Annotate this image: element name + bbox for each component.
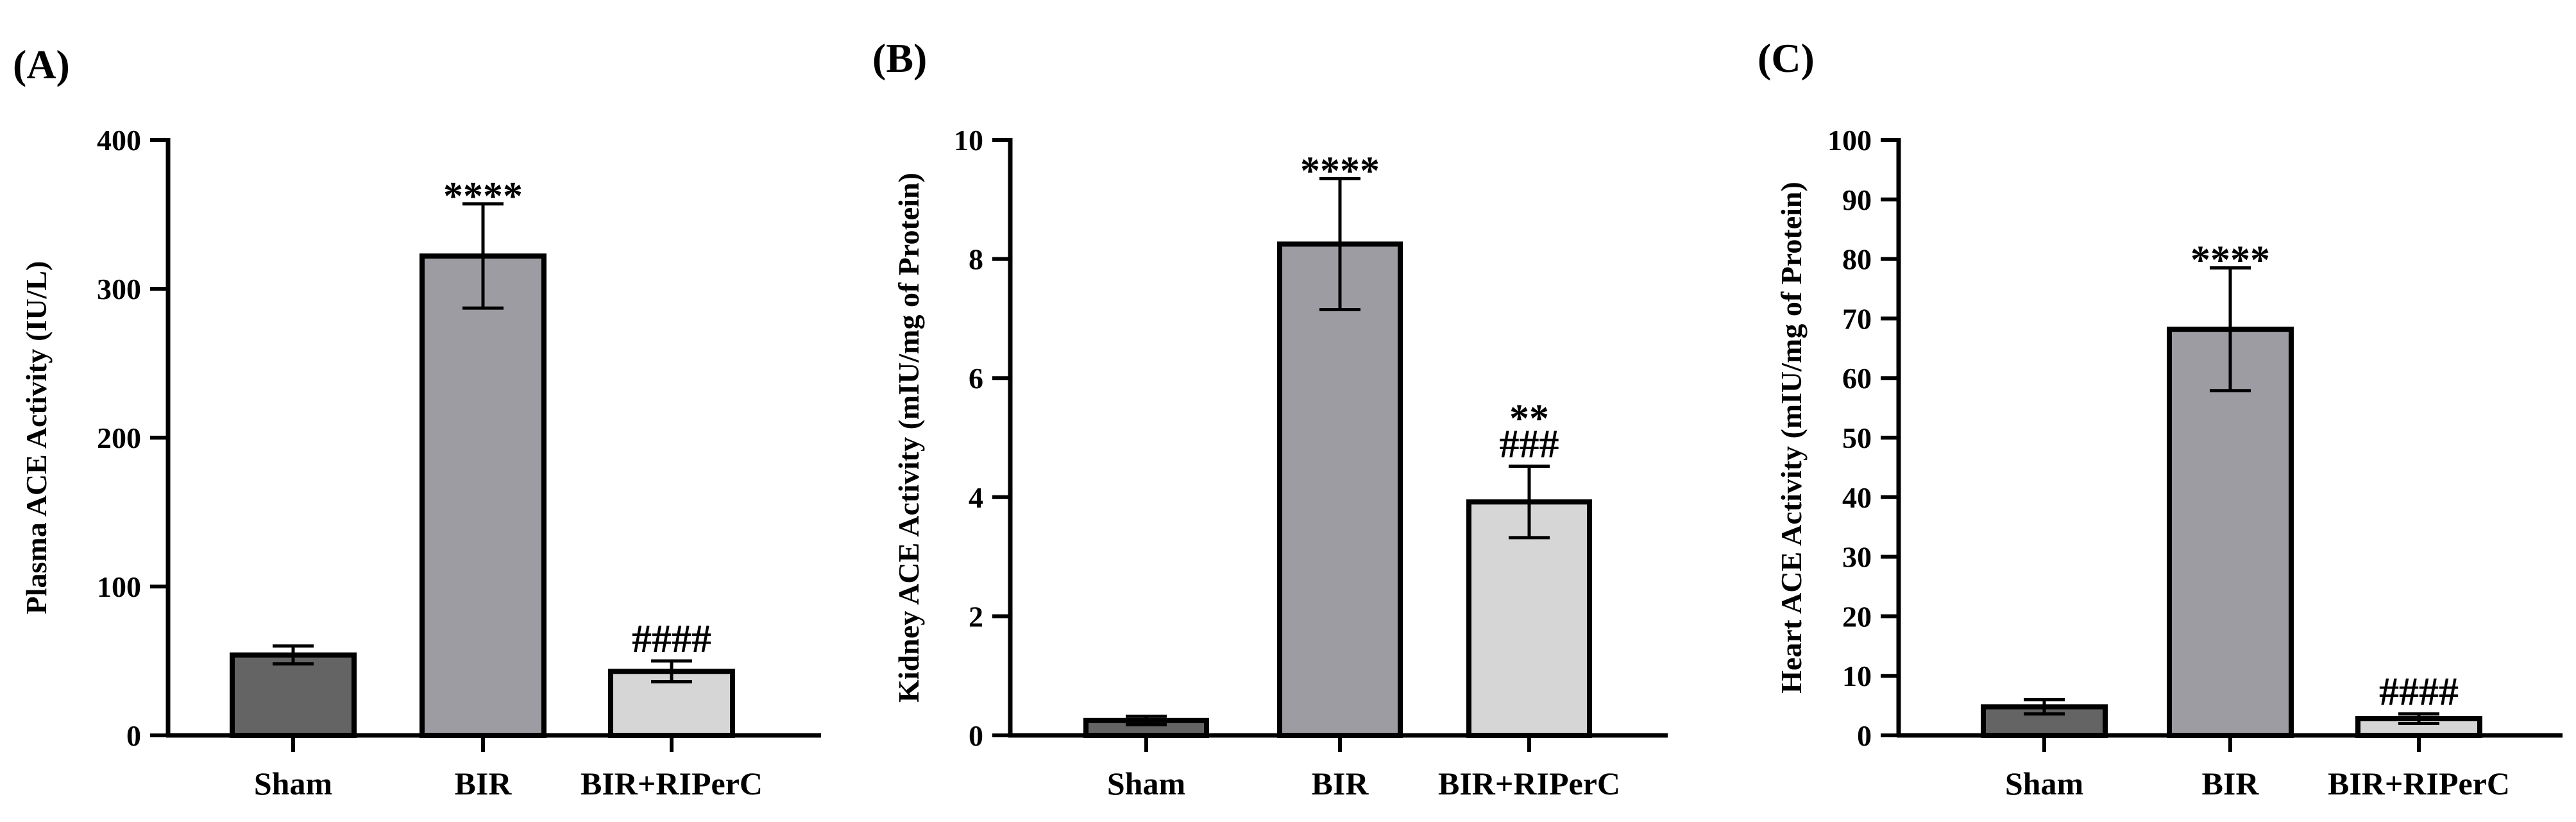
- bar-bir: [1277, 241, 1403, 738]
- bar-bir: [2167, 327, 2294, 738]
- y-tick-label: 40: [1842, 481, 1872, 514]
- category-label: BIR+RIPerC: [1438, 766, 1620, 801]
- y-tick-label: 100: [1827, 124, 1872, 157]
- y-tick-label: 60: [1842, 362, 1872, 395]
- bar-bir: [419, 253, 547, 738]
- bar-sham: [230, 652, 357, 738]
- y-tick-label: 10: [954, 124, 983, 157]
- y-tick-label: 50: [1842, 422, 1872, 454]
- category-label: Sham: [254, 766, 332, 801]
- category-label: BIR: [1312, 766, 1369, 801]
- category-label: BIR: [455, 766, 513, 801]
- y-axis-label: Heart ACE Activity (mIU/mg of Protein): [1775, 182, 1808, 694]
- y-tick-label: 6: [969, 362, 983, 395]
- y-axis-label: Plasma ACE Activity (IU/L): [20, 261, 53, 615]
- significance-stars: ****: [1300, 149, 1380, 193]
- y-tick-label: 8: [969, 243, 983, 276]
- category-label: Sham: [2005, 766, 2083, 801]
- significance-stars: ****: [2190, 239, 2270, 282]
- y-tick-label: 0: [1857, 719, 1872, 752]
- y-tick-label: 20: [1842, 600, 1872, 633]
- y-tick-label: 90: [1842, 184, 1872, 216]
- y-tick-label: 0: [969, 719, 983, 752]
- y-tick-label: 70: [1842, 302, 1872, 335]
- panel-c-chart: (C) 0 10 20 30 40 50 60 70 80 90 100 Heart ACE Activ…: [1758, 35, 2563, 801]
- panel-b-chart: (B) 0 2 4 6 8 10 Kidney ACE Activity (mIU/mg of…: [872, 35, 1668, 801]
- significance-stars: **: [1509, 397, 1549, 441]
- significance-hashes: ###: [1500, 423, 1559, 467]
- y-tick-label: 100: [97, 570, 141, 603]
- panel-label: (B): [872, 35, 927, 81]
- panel-label: (A): [13, 42, 70, 87]
- y-tick-label: 80: [1842, 243, 1872, 276]
- category-label: BIR+RIPerC: [580, 766, 763, 801]
- y-tick-label: 200: [97, 422, 141, 454]
- y-tick-label: 2: [969, 600, 983, 633]
- y-tick-label: 10: [1842, 660, 1872, 692]
- category-label: BIR: [2202, 766, 2260, 801]
- bar-bir-riperc: [1466, 499, 1592, 738]
- category-label: Sham: [1107, 766, 1185, 801]
- y-tick-label: 400: [97, 124, 141, 157]
- y-tick-label: 0: [126, 719, 141, 752]
- y-tick-label: 30: [1842, 541, 1872, 574]
- y-axis-label: Kidney ACE Activity (mIU/mg of Protein): [892, 173, 925, 703]
- panel-label: (C): [1758, 35, 1815, 81]
- y-tick-label: 4: [969, 481, 983, 514]
- panel-a-chart: (A) 0 100 200 300 400 Plasma ACE Activity (IU/…: [13, 42, 821, 801]
- category-label: BIR+RIPerC: [2328, 766, 2510, 801]
- y-tick-label: 300: [97, 273, 141, 305]
- significance-stars: ****: [443, 175, 523, 218]
- significance-hashes: ####: [632, 617, 711, 661]
- significance-hashes: ####: [2379, 671, 2459, 714]
